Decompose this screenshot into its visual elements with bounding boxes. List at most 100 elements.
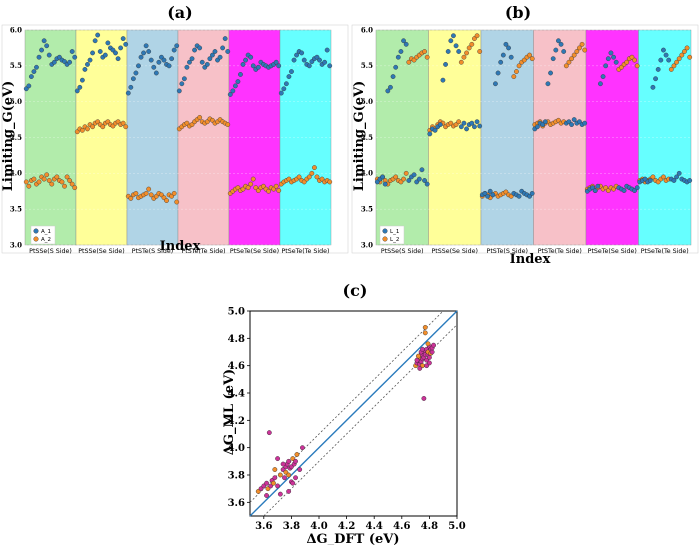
data-point [26, 183, 32, 189]
data-point [327, 63, 333, 69]
category-label: PtSeTe(Te Side) [282, 248, 330, 255]
data-point [571, 117, 577, 122]
data-point [133, 190, 139, 196]
y-axis-title: ΔG_ML (eV) [222, 369, 237, 455]
data-point [566, 59, 572, 65]
data-point [49, 181, 55, 187]
data-point [493, 81, 498, 87]
data-point [682, 49, 687, 54]
data-point [133, 70, 139, 76]
data-point [217, 54, 223, 60]
data-point [453, 43, 459, 49]
data-point [415, 353, 421, 359]
data-point [230, 88, 236, 94]
data-point [74, 88, 80, 94]
data-point [469, 41, 475, 47]
data-point [550, 56, 556, 62]
data-point [245, 185, 251, 191]
legend-label-2: A_2 [41, 237, 51, 243]
y-tick-label: 5.5 [10, 61, 22, 70]
data-point [82, 67, 88, 72]
data-point [529, 190, 535, 196]
y-axis-ticks: 3.0 3.5 4.0 4.5 5.0 5.5 6.0 [10, 25, 22, 249]
data-point [448, 38, 454, 44]
data-point [282, 475, 287, 481]
data-point [294, 452, 300, 457]
data-point [432, 127, 438, 133]
data-point [46, 52, 52, 58]
data-point [90, 50, 95, 56]
data-point [31, 176, 37, 182]
data-point [123, 41, 129, 47]
data-point [299, 50, 305, 56]
data-point [250, 63, 256, 69]
data-point [579, 41, 585, 47]
data-point [548, 70, 553, 76]
data-point [102, 52, 108, 58]
data-point [314, 174, 320, 180]
y-tick-label: 4.5 [10, 133, 22, 142]
data-point [143, 43, 149, 49]
data-point [130, 76, 136, 82]
data-point [469, 120, 475, 126]
y-tick-label: 3.0 [10, 240, 22, 249]
data-point [422, 330, 428, 336]
data-point [603, 63, 609, 69]
y-axis-ticks: 3.6 3.8 4.0 4.2 4.4 4.6 4.8 5.0 [228, 307, 250, 509]
x-axis-title: ΔG_DFT (eV) [306, 532, 399, 545]
y-tick-label: 4.5 [361, 133, 373, 142]
data-point [611, 54, 616, 60]
data-point [411, 172, 417, 178]
data-point [225, 122, 231, 128]
data-point [36, 54, 42, 60]
category-label: PtSSe(Se Side) [78, 248, 125, 255]
data-point [41, 38, 47, 44]
y-axis-title: Limiting_G(eV) [1, 81, 16, 192]
x-tick-label: 4.8 [421, 521, 438, 532]
y-tick-label: 4.6 [228, 361, 245, 372]
data-point [197, 115, 203, 120]
data-point [398, 49, 404, 54]
data-point [553, 47, 559, 53]
data-point [92, 38, 98, 44]
data-point [85, 126, 90, 132]
data-point [105, 40, 111, 46]
data-point [97, 49, 103, 54]
data-point [69, 49, 75, 54]
data-point [128, 196, 134, 201]
data-point [277, 491, 283, 497]
data-point [72, 185, 78, 191]
y-tick-label: 6.0 [10, 25, 22, 34]
data-point [148, 57, 154, 63]
data-point [671, 178, 677, 183]
data-point [431, 342, 436, 348]
data-point [563, 63, 569, 69]
data-point [464, 50, 469, 56]
y-tick-label: 5.0 [228, 307, 245, 318]
data-point [227, 92, 233, 97]
data-point [655, 67, 661, 72]
data-point [297, 467, 303, 472]
data-point [395, 54, 401, 60]
data-point [406, 178, 412, 183]
data-point [414, 357, 420, 363]
data-point [264, 480, 269, 486]
x-tick-label: 3.8 [283, 521, 300, 532]
data-point [621, 188, 627, 193]
data-point [458, 59, 464, 65]
data-point [477, 49, 483, 54]
data-point [266, 188, 271, 194]
y-tick-label: 4.4 [228, 389, 245, 400]
data-point [225, 49, 231, 54]
data-point [41, 176, 47, 182]
data-point [474, 119, 480, 125]
data-point [286, 472, 292, 478]
data-point [77, 84, 83, 90]
data-point [220, 45, 226, 51]
data-point [676, 56, 682, 62]
y-tick-label: 5.0 [361, 97, 373, 106]
parity-line [249, 310, 458, 517]
data-point [174, 43, 180, 49]
data-point [39, 47, 44, 53]
data-point [650, 174, 656, 180]
